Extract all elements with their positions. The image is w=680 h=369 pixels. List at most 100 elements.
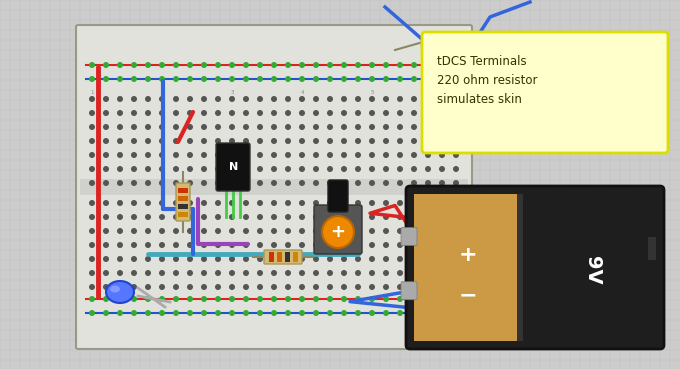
Circle shape — [439, 214, 445, 220]
Circle shape — [173, 214, 179, 220]
Circle shape — [257, 296, 263, 302]
Circle shape — [425, 152, 431, 158]
Circle shape — [425, 96, 431, 102]
Circle shape — [299, 270, 305, 276]
Circle shape — [131, 62, 137, 68]
Circle shape — [397, 270, 403, 276]
Circle shape — [411, 124, 417, 130]
Circle shape — [425, 110, 431, 116]
Circle shape — [299, 180, 305, 186]
Circle shape — [383, 124, 389, 130]
Circle shape — [453, 62, 459, 68]
Circle shape — [397, 76, 403, 82]
Circle shape — [341, 270, 347, 276]
Circle shape — [341, 76, 347, 82]
Circle shape — [383, 256, 389, 262]
Circle shape — [383, 228, 389, 234]
Circle shape — [145, 76, 151, 82]
Circle shape — [439, 110, 445, 116]
Circle shape — [131, 256, 137, 262]
Circle shape — [383, 62, 389, 68]
Circle shape — [397, 256, 403, 262]
Circle shape — [425, 200, 431, 206]
Circle shape — [425, 214, 431, 220]
Circle shape — [257, 124, 263, 130]
Circle shape — [243, 138, 249, 144]
Circle shape — [369, 180, 375, 186]
Circle shape — [397, 284, 403, 290]
Bar — [293, 252, 298, 262]
Text: 2: 2 — [160, 90, 164, 94]
Circle shape — [89, 310, 95, 316]
Circle shape — [425, 138, 431, 144]
Circle shape — [453, 110, 459, 116]
Circle shape — [299, 284, 305, 290]
Circle shape — [411, 200, 417, 206]
Circle shape — [285, 62, 291, 68]
Circle shape — [201, 296, 207, 302]
Circle shape — [341, 284, 347, 290]
Circle shape — [131, 242, 137, 248]
Circle shape — [201, 96, 207, 102]
Circle shape — [355, 228, 361, 234]
FancyBboxPatch shape — [401, 282, 417, 300]
Circle shape — [425, 284, 431, 290]
Bar — [436, 37, 442, 47]
Circle shape — [397, 62, 403, 68]
Circle shape — [369, 296, 375, 302]
Circle shape — [229, 96, 235, 102]
Circle shape — [453, 166, 459, 172]
Circle shape — [215, 76, 221, 82]
Circle shape — [411, 62, 417, 68]
Text: N: N — [229, 162, 239, 172]
Text: tDCS Terminals
220 ohm resistor
simulates skin: tDCS Terminals 220 ohm resistor simulate… — [437, 55, 537, 106]
Circle shape — [411, 166, 417, 172]
Circle shape — [341, 166, 347, 172]
Circle shape — [299, 310, 305, 316]
Circle shape — [201, 110, 207, 116]
Circle shape — [173, 310, 179, 316]
Circle shape — [131, 138, 137, 144]
Circle shape — [201, 180, 207, 186]
Circle shape — [131, 124, 137, 130]
Circle shape — [439, 138, 445, 144]
Circle shape — [201, 214, 207, 220]
Circle shape — [243, 76, 249, 82]
Circle shape — [425, 270, 431, 276]
Circle shape — [159, 110, 165, 116]
Circle shape — [453, 270, 459, 276]
Circle shape — [131, 214, 137, 220]
Circle shape — [117, 166, 123, 172]
Circle shape — [313, 270, 319, 276]
Circle shape — [229, 310, 235, 316]
Circle shape — [131, 152, 137, 158]
Circle shape — [131, 96, 137, 102]
Circle shape — [201, 228, 207, 234]
Circle shape — [271, 76, 277, 82]
Circle shape — [201, 152, 207, 158]
Circle shape — [215, 110, 221, 116]
Circle shape — [145, 166, 151, 172]
Circle shape — [159, 124, 165, 130]
Circle shape — [453, 214, 459, 220]
Circle shape — [285, 96, 291, 102]
Circle shape — [397, 296, 403, 302]
Circle shape — [313, 296, 319, 302]
Circle shape — [271, 138, 277, 144]
Circle shape — [411, 138, 417, 144]
Circle shape — [145, 270, 151, 276]
Bar — [648, 237, 656, 260]
Circle shape — [173, 152, 179, 158]
Circle shape — [383, 310, 389, 316]
Circle shape — [201, 124, 207, 130]
Circle shape — [173, 62, 179, 68]
Circle shape — [187, 270, 193, 276]
Circle shape — [411, 270, 417, 276]
Circle shape — [229, 200, 235, 206]
Circle shape — [229, 256, 235, 262]
Circle shape — [313, 284, 319, 290]
Circle shape — [453, 296, 459, 302]
Circle shape — [425, 256, 431, 262]
Circle shape — [341, 62, 347, 68]
Circle shape — [173, 200, 179, 206]
